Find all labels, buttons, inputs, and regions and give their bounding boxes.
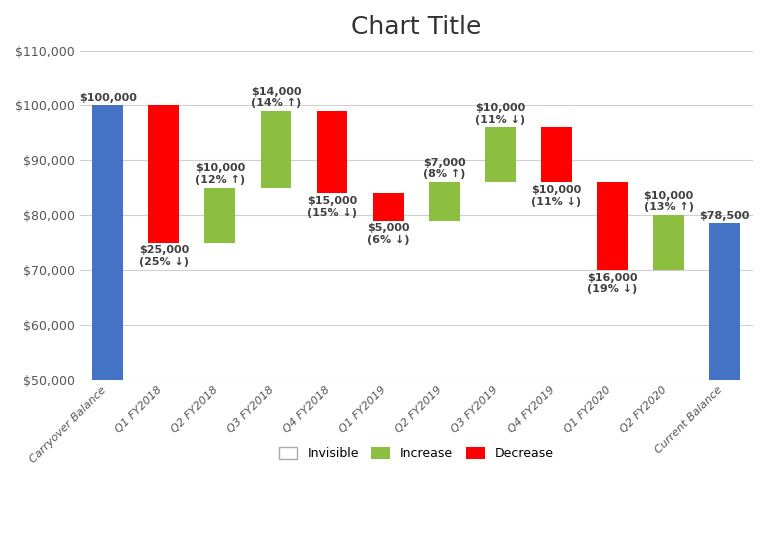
Bar [541, 128, 572, 182]
Bar [429, 182, 459, 221]
Text: $10,000
(11% ↓): $10,000 (11% ↓) [531, 185, 581, 206]
Text: $10,000
(13% ↑): $10,000 (13% ↑) [644, 191, 694, 212]
Text: $15,000
(15% ↓): $15,000 (15% ↓) [307, 196, 357, 218]
Bar [709, 224, 740, 379]
Text: $14,000
(14% ↑): $14,000 (14% ↑) [250, 86, 301, 108]
Title: Chart Title: Chart Title [351, 15, 482, 39]
Text: $7,000
(8% ↑): $7,000 (8% ↑) [423, 158, 465, 180]
Text: $78,500: $78,500 [700, 211, 750, 221]
Bar [92, 106, 123, 379]
Bar [316, 111, 347, 193]
Bar [597, 182, 628, 270]
Text: $5,000
(6% ↓): $5,000 (6% ↓) [367, 224, 409, 245]
Text: $10,000
(12% ↑): $10,000 (12% ↑) [195, 163, 245, 185]
Bar [260, 111, 291, 188]
Text: $25,000
(25% ↓): $25,000 (25% ↓) [139, 245, 189, 267]
Legend: Invisible, Increase, Decrease: Invisible, Increase, Decrease [273, 442, 558, 465]
Bar [372, 193, 403, 221]
Text: $16,000
(19% ↓): $16,000 (19% ↓) [588, 273, 637, 294]
Bar [148, 106, 179, 242]
Bar [653, 215, 684, 270]
Text: $10,000
(11% ↓): $10,000 (11% ↓) [475, 103, 525, 125]
Bar [485, 128, 515, 182]
Text: $100,000: $100,000 [79, 93, 137, 103]
Bar [204, 188, 235, 242]
